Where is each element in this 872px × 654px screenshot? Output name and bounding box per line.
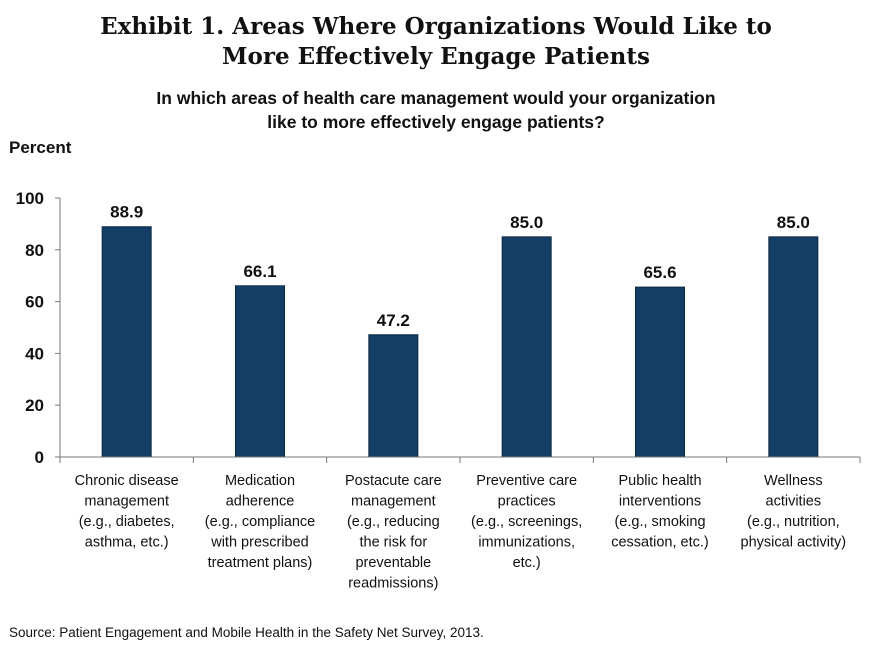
category-label-line: cessation, etc.) xyxy=(611,535,709,551)
category-label-line: etc.) xyxy=(513,555,541,571)
category-label-line: with prescribed xyxy=(210,535,309,551)
category-label-line: (e.g., compliance xyxy=(205,514,315,530)
category-label-line: asthma, etc.) xyxy=(85,535,169,551)
category-label-line: adherence xyxy=(226,494,295,510)
y-tick-label: 100 xyxy=(16,189,44,208)
category-label-line: activities xyxy=(766,494,822,510)
category-label-line: (e.g., smoking xyxy=(614,514,705,530)
category-label: Wellness activities (e.g., nutrition, physi… xyxy=(741,473,847,551)
y-tick-label: 0 xyxy=(35,448,44,467)
category-label: Public health interventions (e.g., smoking… xyxy=(611,473,709,551)
data-label: 47.2 xyxy=(377,311,410,330)
y-tick-label: 80 xyxy=(25,241,44,260)
category-label-line: (e.g., screenings, xyxy=(471,514,582,530)
y-tick-label: 20 xyxy=(25,396,44,415)
category-label-line: Wellness xyxy=(764,473,823,489)
y-tick-label: 40 xyxy=(25,344,44,363)
chart-title: Exhibit 1. Areas Where Organizations Wou… xyxy=(0,12,872,72)
data-label: 66.1 xyxy=(243,262,276,281)
category-label-line: management xyxy=(351,494,436,510)
category-label-line: Public health xyxy=(618,473,701,489)
category-label-line: Medication xyxy=(225,473,295,489)
category-label-line: Postacute care xyxy=(345,473,442,489)
category-label-line: interventions xyxy=(619,494,701,510)
category-label: Medication adherence (e.g., compliance with… xyxy=(205,473,315,571)
category-label: Preventive care practices (e.g., screening… xyxy=(471,473,582,571)
category-label-line: readmissions) xyxy=(348,576,438,592)
category-label-line: Preventive care xyxy=(476,473,577,489)
bar xyxy=(768,236,819,458)
chart-subtitle-line-1: In which areas of health care management… xyxy=(156,88,716,108)
bar xyxy=(368,334,419,458)
category-label-line: immunizations, xyxy=(478,535,575,551)
bar xyxy=(635,286,685,458)
y-tick-label: 60 xyxy=(25,293,44,312)
bar xyxy=(235,285,285,458)
category-label-line: physical activity) xyxy=(741,535,847,551)
category-label-line: the risk for xyxy=(359,535,427,551)
data-label: 88.9 xyxy=(110,203,143,222)
category-label-line: management xyxy=(84,494,169,510)
category-label: Postacute care management (e.g., reducing t… xyxy=(345,473,442,592)
data-label: 85.0 xyxy=(510,213,543,232)
category-label-line: practices xyxy=(498,494,556,510)
source-note: Source: Patient Engagement and Mobile He… xyxy=(9,625,484,640)
chart-title-line-1: Exhibit 1. Areas Where Organizations Wou… xyxy=(100,13,772,40)
chart-subtitle-line-2: like to more effectively engage patients… xyxy=(267,112,605,132)
chart-title-line-2: More Effectively Engage Patients xyxy=(222,43,650,70)
category-label-line: Chronic disease xyxy=(75,473,179,489)
bar xyxy=(501,236,552,458)
category-label-line: preventable xyxy=(355,555,431,571)
category-label-line: (e.g., reducing xyxy=(347,514,440,530)
data-label: 65.6 xyxy=(643,263,676,282)
category-label-line: (e.g., diabetes, xyxy=(79,514,175,530)
chart-subtitle: In which areas of health care management… xyxy=(0,86,872,134)
category-label-line: treatment plans) xyxy=(208,555,313,571)
category-label: Chronic disease management (e.g., diabetes… xyxy=(75,473,179,551)
category-label-line: (e.g., nutrition, xyxy=(747,514,840,530)
bar xyxy=(101,226,152,458)
y-axis-label: Percent xyxy=(9,138,72,157)
data-label: 85.0 xyxy=(777,213,810,232)
